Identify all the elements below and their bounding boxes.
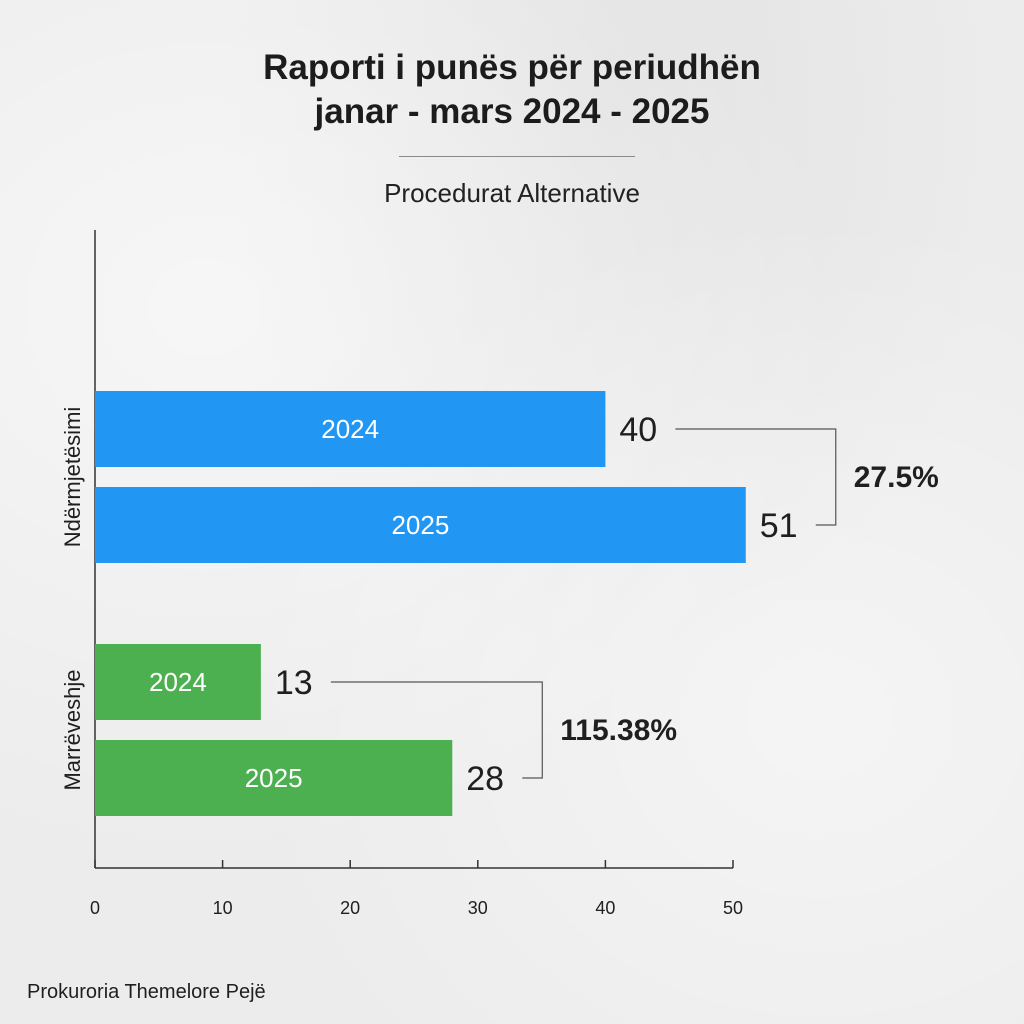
bar-1-2024 bbox=[95, 644, 261, 720]
bar-series-label-1-2024: 2024 bbox=[149, 667, 207, 697]
bar-series-label-1-2025: 2025 bbox=[245, 763, 303, 793]
value-label-0-2024: 40 bbox=[619, 411, 657, 449]
value-label-1-2025: 28 bbox=[466, 760, 504, 798]
x-tick-label-10: 10 bbox=[213, 898, 233, 918]
value-label-0-2025: 51 bbox=[760, 507, 798, 545]
x-tick-label-30: 30 bbox=[468, 898, 488, 918]
bar-0-2024 bbox=[95, 391, 606, 467]
title-divider bbox=[399, 156, 635, 157]
value-label-1-2024: 13 bbox=[275, 664, 313, 702]
category-label-1: Marrëveshje bbox=[60, 669, 85, 790]
title-line-1: Raporti i punës për periudhën bbox=[263, 48, 761, 87]
x-tick-label-20: 20 bbox=[340, 898, 360, 918]
chart-subtitle: Procedurat Alternative bbox=[384, 178, 640, 208]
x-tick-label-0: 0 bbox=[90, 898, 100, 918]
x-tick-label-50: 50 bbox=[723, 898, 743, 918]
percent-change-label-0: 27.5% bbox=[854, 461, 939, 494]
chart-title: Raporti i punës për periudhën janar - ma… bbox=[0, 46, 1024, 134]
percent-change-label-1: 115.38% bbox=[560, 714, 677, 747]
change-bracket-1 bbox=[330, 681, 543, 779]
footer-source: Prokuroria Themelore Pejë bbox=[27, 981, 266, 1003]
category-label-0: Ndërmjetësimi bbox=[60, 407, 85, 548]
x-tick-label-40: 40 bbox=[595, 898, 615, 918]
bar-1-2025 bbox=[95, 740, 453, 816]
bar-series-label-0-2024: 2024 bbox=[321, 414, 379, 444]
bar-series-label-0-2025: 2025 bbox=[391, 510, 449, 540]
title-line-2: janar - mars 2024 - 2025 bbox=[314, 92, 710, 131]
change-bracket-0 bbox=[675, 428, 837, 526]
bar-0-2025 bbox=[95, 487, 746, 563]
